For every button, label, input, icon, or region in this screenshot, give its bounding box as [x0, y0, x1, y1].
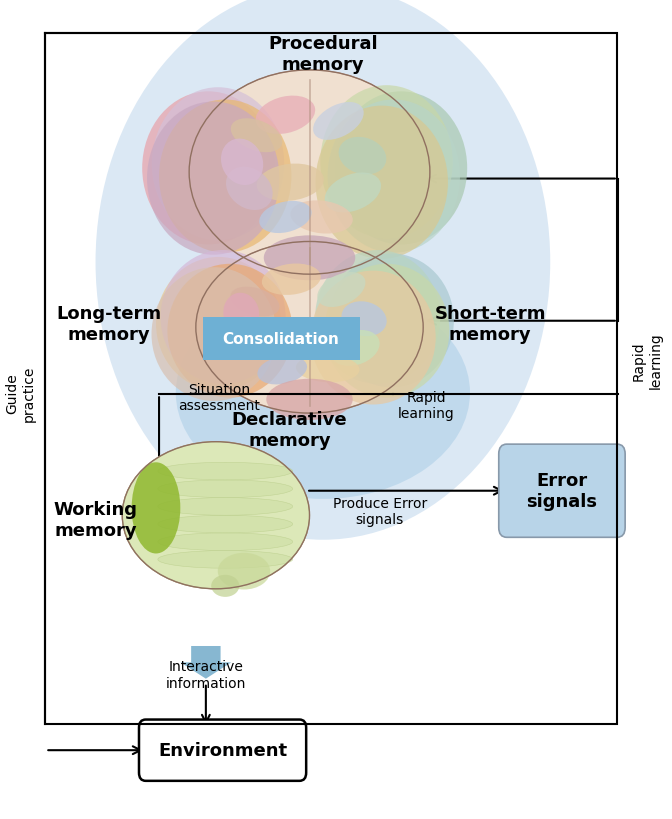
- Text: Procedural
memory: Procedural memory: [268, 35, 378, 74]
- Ellipse shape: [335, 93, 467, 245]
- Ellipse shape: [329, 254, 454, 388]
- Ellipse shape: [223, 293, 259, 335]
- Ellipse shape: [161, 251, 286, 384]
- Text: Long-term
memory: Long-term memory: [56, 305, 161, 343]
- Text: Situation
assessment: Situation assessment: [178, 382, 260, 412]
- Ellipse shape: [211, 575, 239, 597]
- Ellipse shape: [325, 265, 450, 398]
- Ellipse shape: [158, 463, 293, 481]
- FancyBboxPatch shape: [499, 445, 625, 537]
- Ellipse shape: [327, 101, 460, 253]
- Ellipse shape: [313, 103, 364, 141]
- Ellipse shape: [290, 201, 353, 234]
- Ellipse shape: [321, 86, 453, 239]
- Ellipse shape: [158, 516, 293, 533]
- Ellipse shape: [189, 70, 430, 275]
- Ellipse shape: [152, 88, 284, 241]
- Text: Consolidation: Consolidation: [222, 332, 339, 346]
- Text: Guide
practice: Guide practice: [5, 365, 36, 421]
- Ellipse shape: [296, 355, 360, 382]
- Ellipse shape: [196, 242, 423, 414]
- Circle shape: [95, 0, 550, 540]
- Text: Environment: Environment: [158, 741, 287, 759]
- Bar: [46, 34, 617, 724]
- Text: Declarative
memory: Declarative memory: [232, 410, 347, 450]
- Ellipse shape: [218, 553, 270, 590]
- Ellipse shape: [257, 356, 307, 385]
- Ellipse shape: [230, 287, 280, 317]
- Ellipse shape: [331, 331, 380, 366]
- Ellipse shape: [310, 271, 435, 405]
- Text: Interactive
information: Interactive information: [166, 659, 246, 690]
- Ellipse shape: [316, 106, 448, 260]
- Ellipse shape: [266, 379, 353, 420]
- Ellipse shape: [176, 287, 470, 500]
- Ellipse shape: [159, 101, 292, 253]
- Ellipse shape: [255, 97, 315, 135]
- Ellipse shape: [325, 174, 381, 213]
- Ellipse shape: [259, 201, 312, 233]
- Ellipse shape: [262, 265, 321, 296]
- Ellipse shape: [221, 139, 263, 186]
- Ellipse shape: [264, 236, 355, 281]
- Ellipse shape: [341, 302, 386, 337]
- Ellipse shape: [262, 324, 330, 360]
- Ellipse shape: [158, 533, 293, 551]
- Ellipse shape: [151, 268, 277, 401]
- Ellipse shape: [122, 442, 310, 589]
- Ellipse shape: [317, 273, 366, 308]
- Text: Working
memory: Working memory: [54, 500, 138, 539]
- Ellipse shape: [230, 119, 282, 153]
- Ellipse shape: [226, 167, 273, 210]
- FancyBboxPatch shape: [202, 318, 360, 360]
- Ellipse shape: [315, 251, 440, 384]
- Ellipse shape: [122, 442, 310, 589]
- Ellipse shape: [147, 102, 280, 256]
- Ellipse shape: [167, 265, 292, 398]
- Text: Produce Error
signals: Produce Error signals: [333, 496, 427, 527]
- FancyBboxPatch shape: [139, 720, 306, 781]
- Ellipse shape: [158, 498, 293, 516]
- Polygon shape: [181, 646, 231, 679]
- Ellipse shape: [230, 317, 270, 356]
- Text: Rapid
learning: Rapid learning: [632, 333, 663, 389]
- Ellipse shape: [257, 165, 324, 201]
- Text: Short-term
memory: Short-term memory: [434, 305, 546, 343]
- Ellipse shape: [132, 463, 180, 554]
- Ellipse shape: [158, 551, 293, 568]
- Ellipse shape: [158, 481, 293, 498]
- Text: Rapid
learning: Rapid learning: [398, 391, 455, 420]
- Text: Error
signals: Error signals: [526, 472, 597, 510]
- Ellipse shape: [339, 138, 386, 175]
- Ellipse shape: [142, 93, 275, 245]
- Ellipse shape: [156, 258, 281, 391]
